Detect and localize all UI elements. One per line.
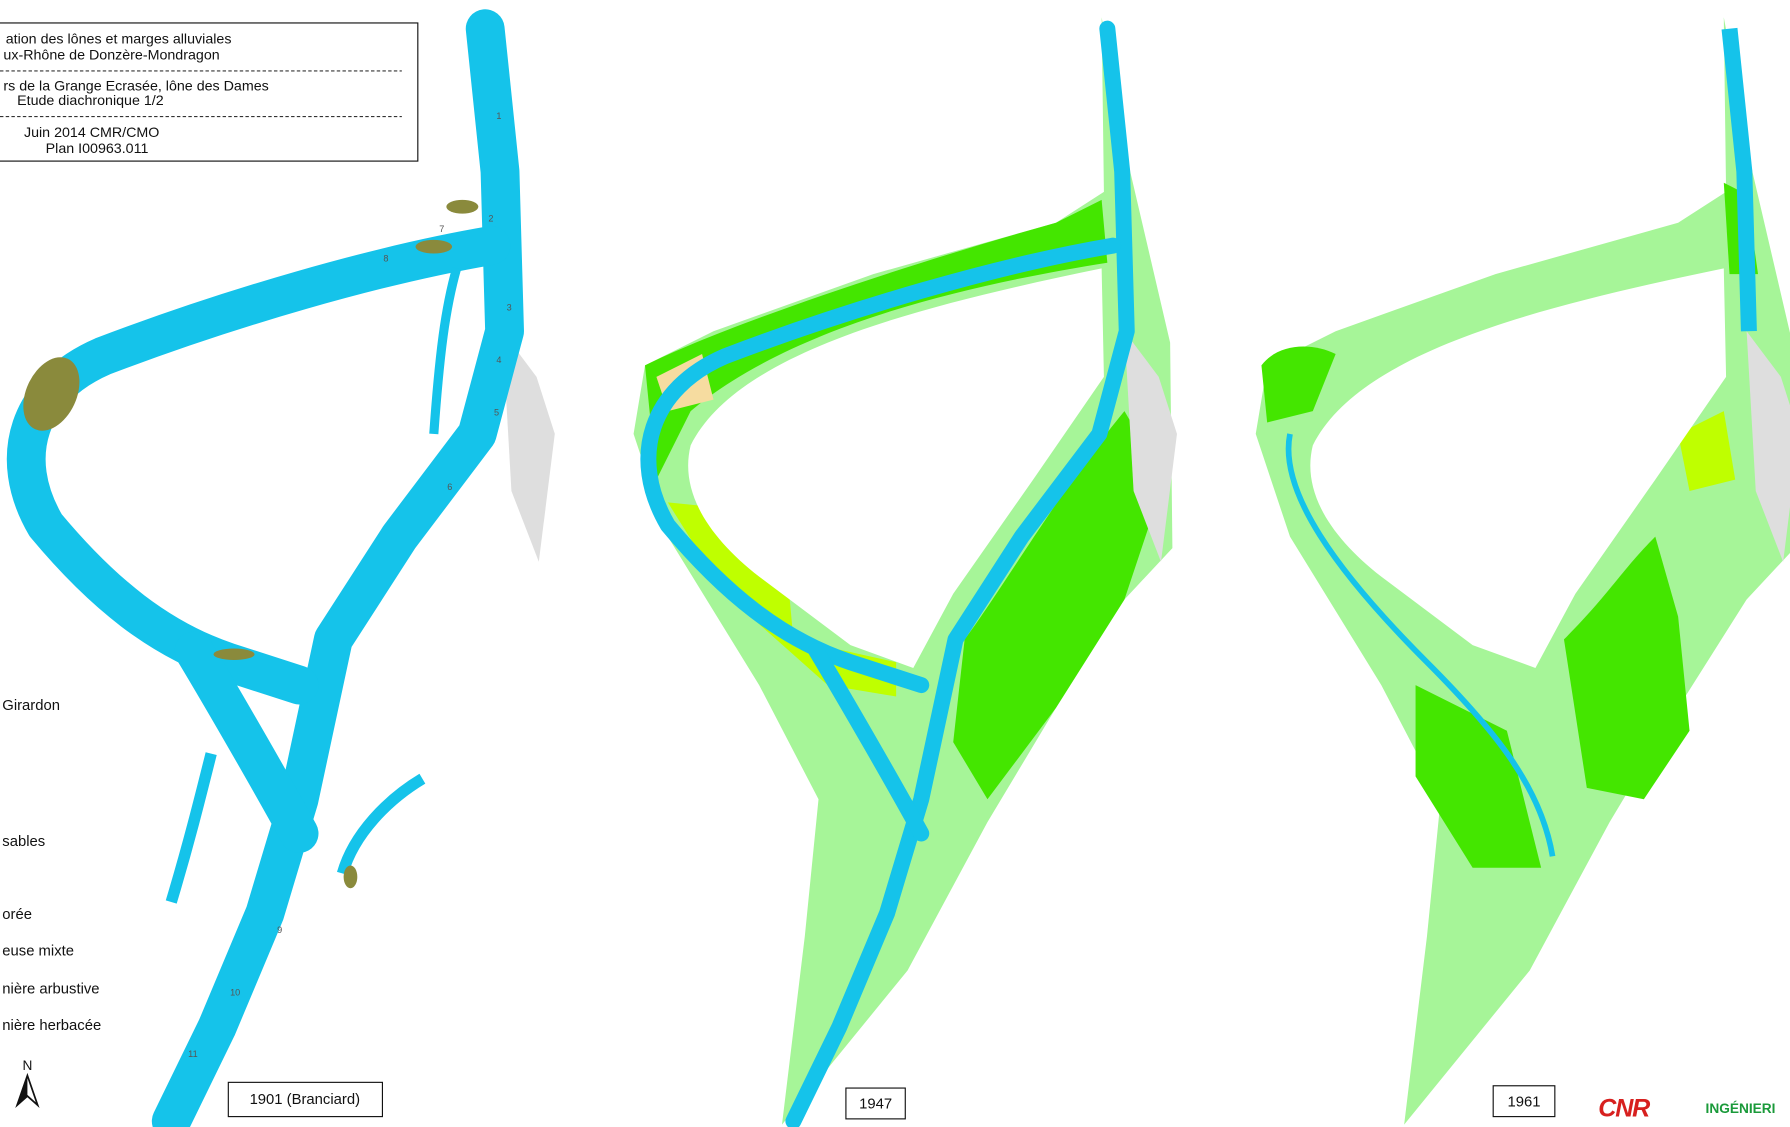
- section-number: 2: [488, 214, 493, 224]
- map-sheet: 1 2 3 4 5 6 7 8 9 10 11 1901 (Branciard) 1947 1961: [0, 0, 1790, 1127]
- river-channel: [26, 29, 504, 1121]
- legend-item: Girardon: [2, 698, 60, 714]
- section-number: 4: [496, 355, 501, 365]
- panel-1947: 1947: [634, 17, 1177, 1124]
- body: {"header": {"lines": ["ation des lônes e…: [0, 0, 1790, 1127]
- year-label: 1961: [1508, 1094, 1541, 1110]
- page: Lône des Dames html, body { margin: 0; p…: [0, 0, 1790, 1127]
- title-line: ux-Rhône de Donzère-Mondragon: [3, 47, 219, 63]
- side-channel: [434, 268, 457, 434]
- title-line: rs de la Grange Ecrasée, lône des Dames: [3, 78, 268, 94]
- title-line: ation des lônes et marges alluviales: [6, 32, 232, 48]
- logo: CNR INGÉNIERI: [1598, 1095, 1775, 1123]
- title-block: ation des lônes et marges alluviales ux-…: [0, 23, 418, 161]
- section-number: 8: [383, 254, 388, 264]
- island: [213, 649, 254, 660]
- legend-item: orée: [2, 907, 32, 923]
- section-number: 9: [277, 925, 282, 935]
- year-label: 1901 (Branciard): [250, 1092, 361, 1108]
- logo-brand: CNR: [1598, 1095, 1650, 1123]
- legend-item: nière arbustive: [2, 981, 99, 997]
- island: [344, 865, 358, 888]
- legend: Girardon sables orée euse mixte nière ar…: [2, 698, 101, 1034]
- side-channel: [342, 779, 422, 874]
- north-arrow: N: [17, 1058, 38, 1105]
- title-line: Etude diachronique 1/2: [17, 93, 164, 109]
- title-line: Plan I00963.011: [46, 141, 149, 157]
- section-number: 1: [496, 111, 501, 121]
- section-number: 10: [230, 988, 240, 998]
- legend-item: sables: [2, 834, 45, 850]
- panel-1961: 1961: [1256, 17, 1790, 1124]
- section-number: 6: [447, 482, 452, 492]
- section-number: 7: [439, 224, 444, 234]
- north-label: N: [22, 1058, 32, 1073]
- side-channel: [171, 754, 211, 902]
- year-label: 1947: [859, 1097, 892, 1113]
- panel-1901: 1 2 3 4 5 6 7 8 9 10 11 1901 (Branciard): [12, 29, 555, 1121]
- legend-item: euse mixte: [2, 944, 74, 960]
- legend-item: nière herbacée: [2, 1018, 101, 1034]
- logo-text: INGÉNIERI: [1706, 1101, 1776, 1116]
- title-line: Juin 2014 CMR/CMO: [24, 125, 159, 141]
- section-number: 5: [494, 408, 499, 418]
- island: [416, 240, 453, 254]
- section-number: 11: [188, 1049, 197, 1059]
- island: [446, 200, 478, 214]
- section-number: 3: [507, 303, 512, 313]
